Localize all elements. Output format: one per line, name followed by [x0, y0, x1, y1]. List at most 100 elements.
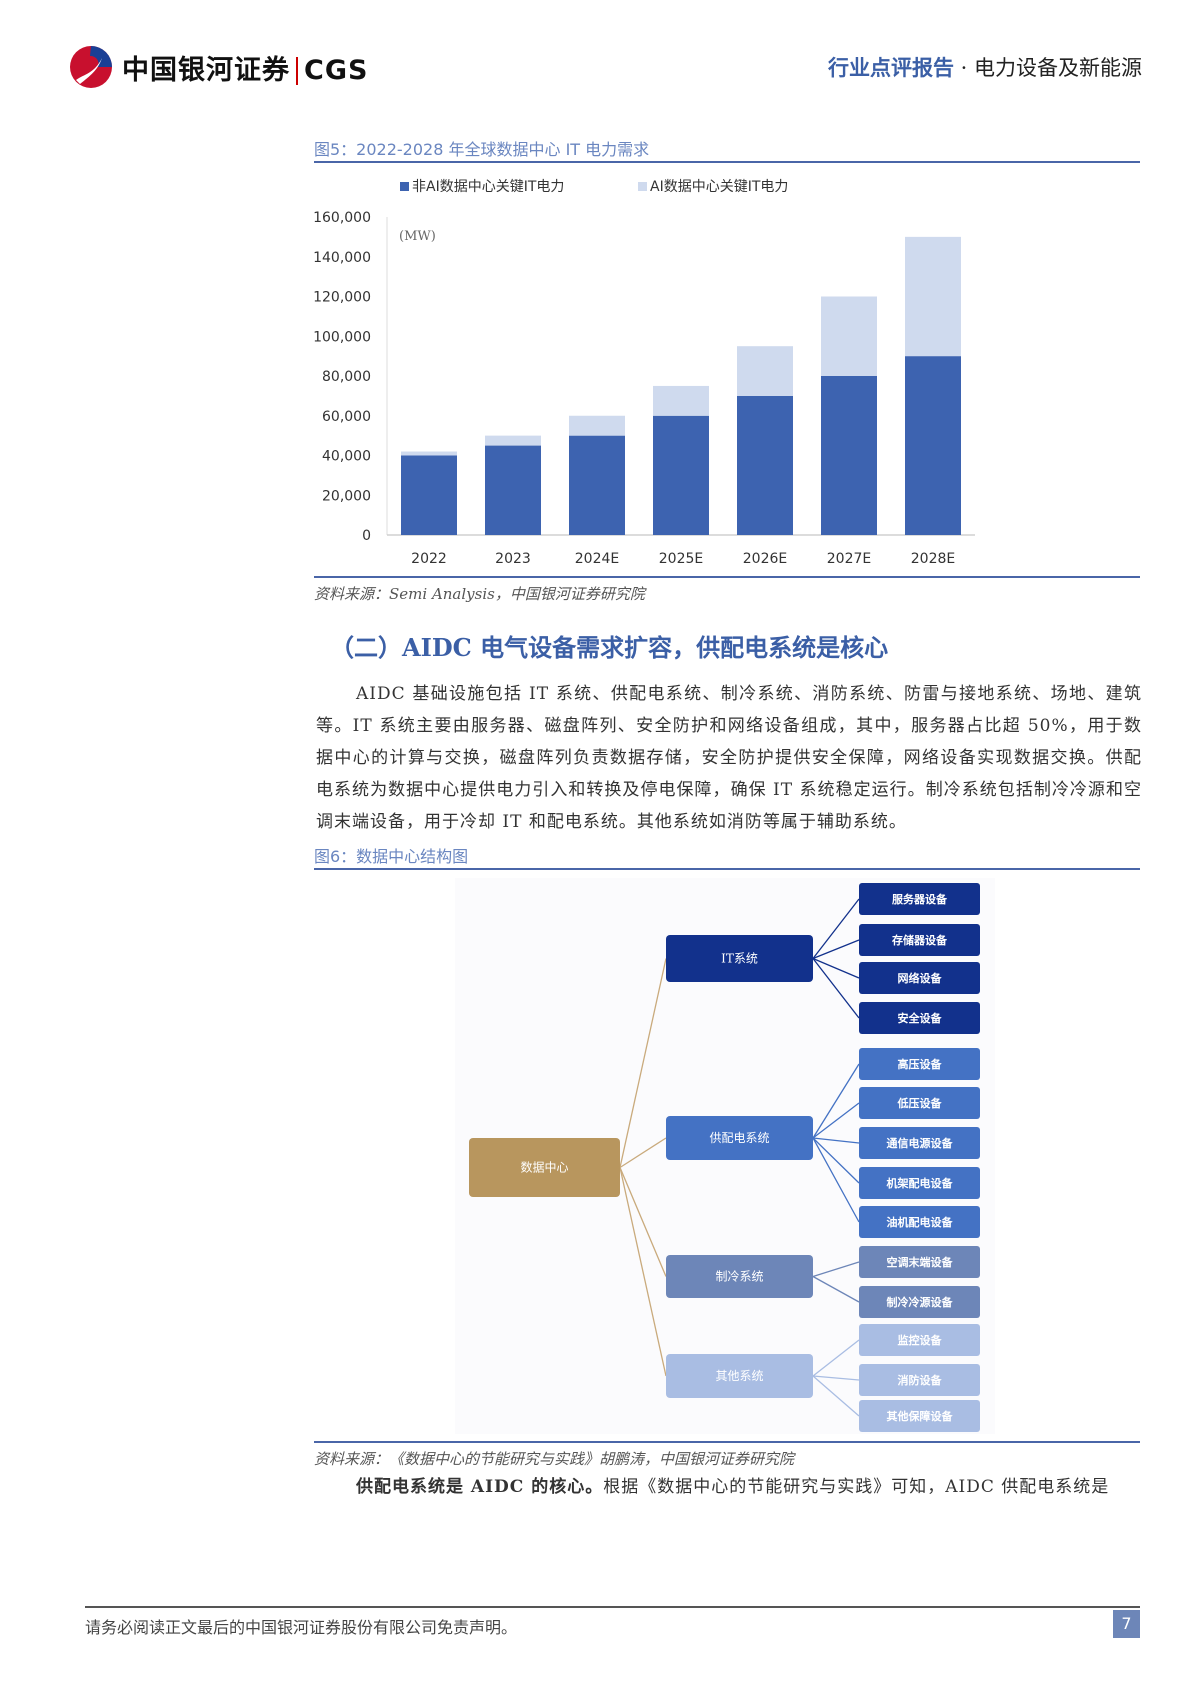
y-tick-label: 80,000 [322, 369, 371, 385]
equipment-box [859, 1206, 980, 1238]
report-category: 行业点评报告 · 电力设备及新能源 [828, 52, 1142, 82]
system-to-item-line [812, 1063, 860, 1139]
unit-label: (MW) [399, 229, 436, 244]
figure6-caption: 图6：数据中心结构图 [314, 847, 469, 866]
system-box [666, 1354, 813, 1398]
bar-non-ai [737, 395, 793, 535]
x-tick-label: 2025E [659, 551, 703, 567]
bar-non-ai [821, 376, 877, 535]
legend-swatch [400, 182, 409, 191]
equipment-label: 制冷冷源设备 [887, 1295, 954, 1309]
figure5-source: 资料来源：Semi Analysis，中国银河证券研究院 [314, 585, 645, 603]
bar-ai [821, 296, 877, 376]
y-tick-label: 60,000 [322, 409, 371, 425]
x-tick-label: 2026E [743, 551, 787, 567]
equipment-box [859, 883, 980, 915]
system-to-item-line [812, 1261, 860, 1278]
y-tick-label: 100,000 [313, 329, 371, 345]
connector-lines [619, 898, 860, 1417]
legend-swatch [638, 182, 647, 191]
system-to-item-line [812, 1375, 860, 1381]
system-to-item-line [812, 1137, 860, 1223]
bar-ai [485, 435, 541, 446]
x-tick-label: 2022 [411, 551, 447, 567]
figure6-top-rule [314, 868, 1140, 870]
bar-ai [905, 236, 961, 357]
equipment-label: 网络设备 [898, 971, 943, 985]
equipment-label: 高压设备 [898, 1057, 943, 1071]
bar-non-ai [569, 435, 625, 535]
equipment-label: 空调末端设备 [887, 1255, 954, 1269]
figure5-top-rule [314, 161, 1140, 163]
footer-disclaimer: 请务必阅读正文最后的中国银河证券股份有限公司免责声明。 [85, 1618, 518, 1637]
equipment-box [859, 1364, 980, 1396]
equipment-label: 安全设备 [898, 1011, 943, 1025]
y-tick-label: 20,000 [322, 488, 371, 504]
galaxy-logo-icon [70, 46, 112, 88]
closing-paragraph: 供配电系统是 AIDC 的核心。根据《数据中心的节能研究与实践》可知，AIDC … [316, 1471, 1142, 1503]
equipment-box [859, 1246, 980, 1278]
system-box [666, 935, 813, 982]
equipment-box [859, 1167, 980, 1199]
equipment-label: 监控设备 [898, 1333, 943, 1347]
system-to-item-line [812, 958, 860, 1019]
figure6-source: 资料来源：《数据中心的节能研究与实践》胡鹏涛，中国银河证券研究院 [314, 1450, 795, 1468]
root-box [469, 1138, 620, 1197]
bar-non-ai [905, 356, 961, 535]
system-to-item-line [812, 1137, 860, 1144]
figure5-caption: 图5：2022-2028 年全球数据中心 IT 电力需求 [314, 140, 650, 159]
bar-non-ai [485, 445, 541, 535]
bar-ai [737, 346, 793, 396]
bar-non-ai [653, 415, 709, 535]
equipment-label: 通信电源设备 [887, 1136, 954, 1150]
section-heading: （二）AIDC 电气设备需求扩容，供配电系统是核心 [330, 633, 889, 662]
y-tick-label: 0 [362, 528, 371, 544]
report-kind: 行业点评报告 [827, 55, 954, 80]
equipment-box [859, 1087, 980, 1119]
system-label: 其他系统 [715, 1369, 763, 1383]
x-tick-label: 2027E [827, 551, 871, 567]
system-to-item-line [812, 1102, 860, 1139]
system-to-item-line [812, 1375, 860, 1417]
system-label: IT系统 [721, 952, 758, 966]
bar-ai [401, 451, 457, 456]
paragraph-text: AIDC 基础设施包括 IT 系统、供配电系统、制冷系统、消防系统、防雷与接地系… [316, 684, 1142, 832]
system-to-item-line [812, 898, 860, 959]
root-to-system-line [619, 1167, 667, 1377]
system-to-item-line [812, 1339, 860, 1377]
page-number: 7 [1113, 1610, 1140, 1638]
system-box [666, 1255, 813, 1298]
system-to-item-line [812, 1137, 860, 1184]
system-to-item-line [812, 957, 860, 979]
system-to-item-line [812, 1275, 860, 1303]
body-paragraph: AIDC 基础设施包括 IT 系统、供配电系统、制冷系统、消防系统、防雷与接地系… [316, 678, 1142, 838]
closing-bold-lead: 供配电系统是 AIDC 的核心。 [356, 1477, 604, 1497]
equipment-box [859, 1127, 980, 1159]
x-tick-label: 2024E [575, 551, 619, 567]
figure6-bottom-rule [314, 1441, 1140, 1443]
equipment-box [859, 1048, 980, 1080]
logo-text: 中国银河证券 CGS [122, 54, 369, 86]
system-label: 制冷系统 [715, 1270, 763, 1284]
bar-non-ai [401, 455, 457, 535]
y-tick-label: 160,000 [313, 210, 371, 226]
equipment-box [859, 1002, 980, 1034]
equipment-label: 其他保障设备 [887, 1409, 954, 1423]
report-sector: 电力设备及新能源 [974, 56, 1142, 80]
equipment-label: 服务器设备 [892, 892, 948, 906]
y-tick-label: 140,000 [313, 250, 371, 266]
equipment-label: 机架配电设备 [887, 1176, 954, 1190]
root-to-system-line [619, 1167, 667, 1277]
system-label: 供配电系统 [709, 1131, 769, 1145]
root-label: 数据中心 [520, 1160, 568, 1175]
equipment-box [859, 1324, 980, 1356]
x-tick-label: 2028E [911, 551, 955, 567]
equipment-label: 存储器设备 [892, 933, 948, 947]
root-to-system-line [619, 958, 667, 1168]
figure5-bottom-rule [314, 576, 1140, 578]
separator: · [953, 56, 974, 80]
legend-label: AI数据中心关键IT电力 [650, 179, 788, 195]
closing-text: 根据《数据中心的节能研究与实践》可知，AIDC 供配电系统是 [603, 1477, 1110, 1497]
system-box [666, 1116, 813, 1160]
